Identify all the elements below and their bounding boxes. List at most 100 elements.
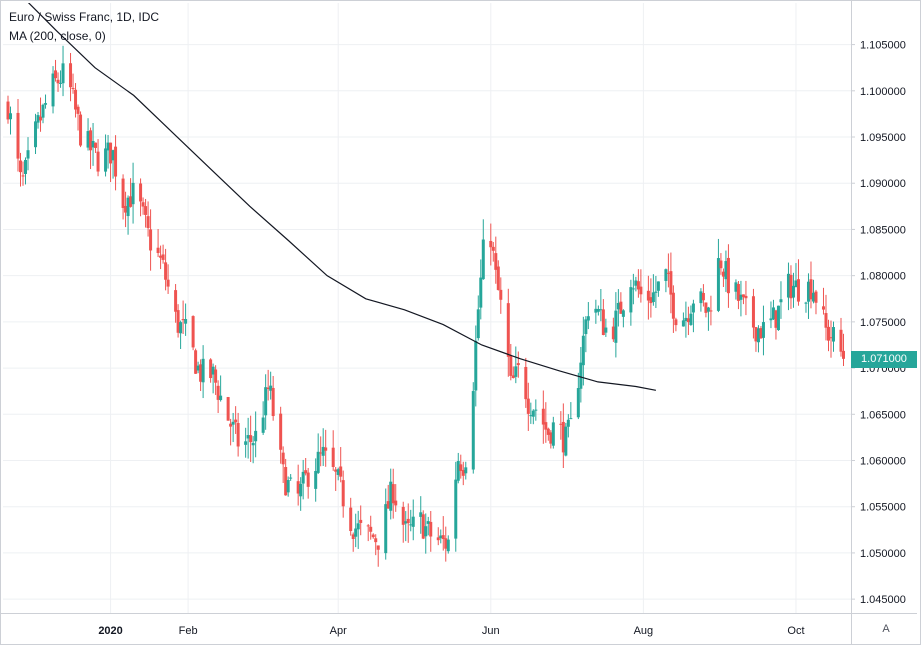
candle-body (181, 319, 185, 321)
candle-body (564, 426, 568, 456)
candle-body (74, 89, 78, 110)
candle-body (754, 327, 758, 342)
candle-body (421, 514, 425, 539)
candle-body (284, 467, 288, 496)
auto-scale-button[interactable]: A (882, 623, 890, 635)
candle-body (141, 202, 145, 207)
candle-body (244, 441, 248, 445)
candle-body (561, 421, 565, 453)
candle-body (601, 309, 605, 335)
candle-body (791, 285, 795, 298)
candle-body (706, 307, 710, 312)
candle-body (406, 518, 410, 524)
candle-body (669, 271, 673, 295)
candle-body (299, 483, 303, 497)
candle-body (584, 319, 588, 335)
y-tick-label: 1.105000 (860, 40, 906, 52)
y-tick-label: 1.095000 (860, 132, 906, 144)
candle-body (604, 327, 608, 333)
candle-body (684, 317, 688, 321)
candle-body (371, 534, 375, 538)
candle-body (174, 290, 178, 312)
candle-body (806, 281, 810, 302)
candle-body (804, 302, 808, 304)
candle-body (109, 142, 113, 164)
candle-body (619, 301, 623, 314)
candle-body (639, 286, 643, 295)
candle-body (594, 308, 598, 313)
candle-body (219, 395, 223, 401)
candle-body (576, 388, 580, 418)
candle-body (736, 284, 740, 301)
candle-body (289, 477, 293, 479)
x-tick-label: 2020 (98, 625, 122, 637)
candle-body (404, 521, 408, 524)
y-tick-label: 1.080000 (860, 271, 906, 283)
candle-body (456, 461, 460, 481)
symbol-title: Euro / Swiss Franc, 1D, IDC (9, 10, 160, 24)
candle-body (734, 282, 738, 292)
indicator-label: MA (200, close, 0) (9, 29, 106, 43)
candle-body (634, 280, 638, 286)
candle-body (751, 296, 755, 328)
candle-body (569, 418, 573, 420)
candle-body (306, 472, 310, 487)
candle-body (354, 528, 358, 537)
candle-body (546, 428, 550, 435)
candle-body (249, 435, 253, 443)
candle-body (726, 257, 730, 294)
candle-body (721, 271, 725, 277)
last-price-label: 1.071000 (851, 350, 917, 368)
candle-body (56, 79, 60, 84)
candle-body (286, 479, 290, 493)
candle-body (506, 303, 510, 357)
candle-body (524, 366, 528, 400)
candle-body (814, 291, 818, 303)
candle-body (359, 519, 363, 523)
candle-body (621, 310, 625, 317)
candle-body (331, 447, 335, 467)
x-axis: 2020 Feb Apr Jun Aug Oct (98, 3, 805, 637)
candle-body (86, 131, 90, 148)
candle-body (44, 103, 48, 105)
candle-body (664, 269, 668, 281)
candle-body (339, 466, 343, 477)
candle-body (234, 419, 238, 423)
candle-body (366, 525, 370, 527)
candle-body (666, 272, 670, 274)
candle-body (111, 150, 115, 161)
candle-body (826, 326, 830, 341)
candle-body (341, 480, 345, 507)
candle-body (314, 470, 318, 489)
candle-body (629, 287, 633, 313)
y-tick-label: 1.065000 (860, 409, 906, 421)
candle-body (369, 526, 373, 532)
candle-body (599, 309, 603, 311)
candle-body (191, 316, 195, 348)
candle-body (489, 240, 493, 248)
candle-body (301, 471, 305, 484)
candle-body (34, 121, 38, 148)
candle-body (336, 469, 340, 475)
candle-body (419, 512, 423, 517)
candle-body (756, 328, 760, 343)
candle-body (461, 469, 465, 476)
candle-body (76, 106, 80, 114)
candle-body (281, 452, 285, 465)
candle-body (211, 366, 215, 375)
candle-body (296, 481, 300, 494)
candle-body (319, 452, 323, 454)
candle-body (476, 309, 480, 339)
candle-body (159, 255, 163, 258)
candle-body (254, 430, 258, 442)
candle-body (649, 297, 653, 304)
candle-body (439, 535, 443, 539)
candle-body (139, 183, 143, 202)
candle-body (479, 277, 483, 308)
candle-body (699, 291, 703, 304)
candle-body (41, 104, 45, 118)
candle-body (529, 415, 533, 417)
candle-body (701, 292, 705, 301)
candle-body (761, 322, 765, 338)
